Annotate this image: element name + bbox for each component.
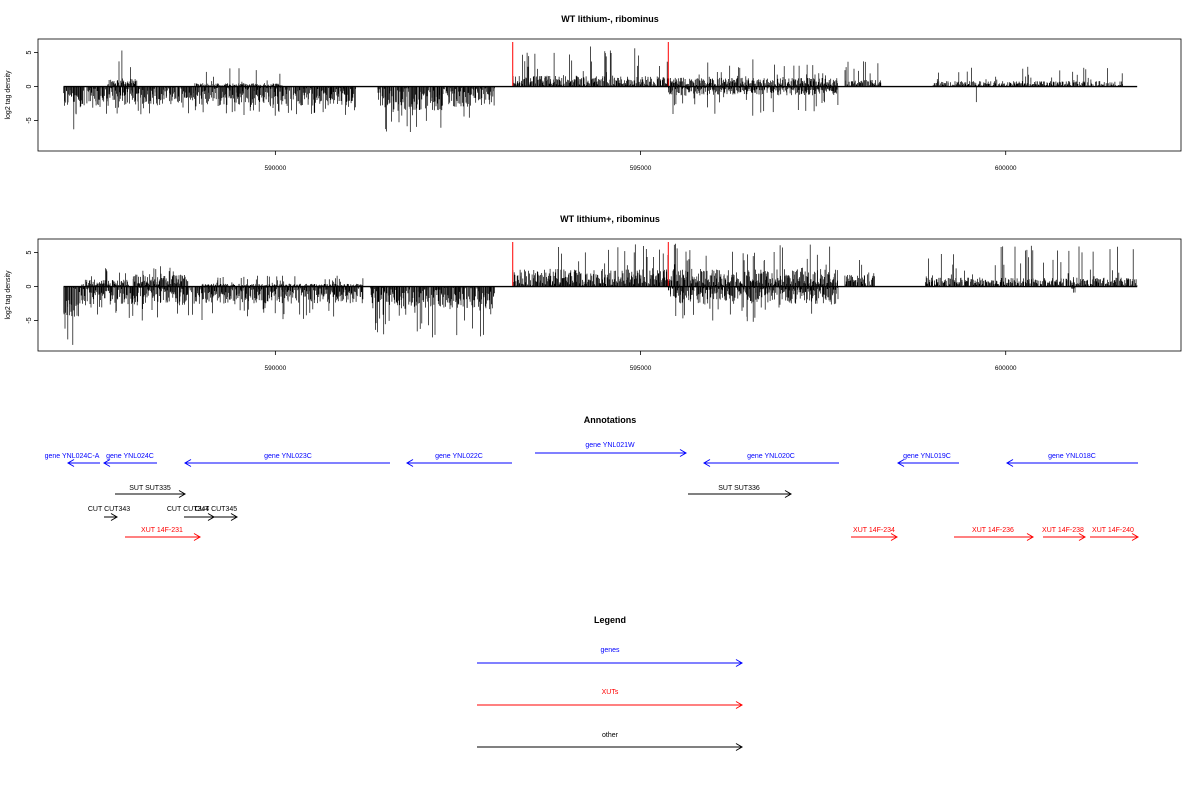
y-tick-label: 5 [26,251,33,255]
x-tick-label: 600000 [995,365,1017,372]
arrow-head [897,459,905,467]
other-feature-label: CUT CUT344 [167,506,209,513]
xut-arrow [851,533,898,541]
gene-arrow [703,459,839,467]
arrow-head [1006,459,1014,467]
y-tick-label: 0 [26,284,33,288]
annotations-panel: Annotations gene YNL024C-A gene YNL024C ge… [45,415,1139,541]
y-tick-label: 0 [26,84,33,88]
gene-arrow [184,459,390,467]
xut-label: XUT 14F-240 [1092,527,1134,534]
x-tick-label: 595000 [630,165,652,172]
gene-arrow [1006,459,1138,467]
legend-items: genes XUTs other [477,647,743,751]
arrow-head [1078,533,1086,541]
gene-arrow [535,449,687,457]
arrow-head [184,459,192,467]
other-feature-label: CUT CUT343 [88,506,130,513]
markers-layer [512,42,669,87]
x-tick-label: 590000 [265,365,287,372]
other-feature-label: SUT SUT336 [718,485,760,492]
arrow-head [735,743,743,751]
annotations-title: Annotations [584,415,637,425]
gene-arrow [103,459,157,467]
legend-arrow-other [477,743,743,751]
annotation-arrows: gene YNL024C-A gene YNL024C gene YNL023C ge… [45,442,1139,541]
other-feature-arrow [104,513,118,521]
bars-layer [63,46,1123,132]
arrow-head [103,459,111,467]
gene-label: gene YNL019C [903,453,951,460]
gene-label: gene YNL021W [585,442,635,449]
arrow-head [1131,533,1139,541]
plot-title: WT lithium+, ribominus [560,214,660,224]
gene-label: gene YNL024C [106,453,154,460]
y-tick-label: -5 [26,317,33,323]
legend-arrow-gene [477,659,743,667]
gene-label: gene YNL022C [435,453,483,460]
gene-label: gene YNL023C [264,453,312,460]
x-tick-label: 590000 [265,165,287,172]
gene-label: gene YNL020C [747,453,795,460]
arrow-head [193,533,201,541]
legend-arrow-xut [477,701,743,709]
plot-title: WT lithium-, ribominus [561,14,659,24]
arrow-head [679,449,687,457]
other-feature-label: CUT CUT345 [195,506,237,513]
other-feature-arrow [115,490,186,498]
y-tick-label: -5 [26,117,33,123]
xut-arrow [954,533,1034,541]
gene-arrow [406,459,512,467]
arrow-head [110,513,118,521]
gene-arrow [67,459,100,467]
y-axis: -5 0 5 [26,51,39,124]
legend-panel: Legend genes XUTs other [477,615,743,751]
gene-label: gene YNL024C-A [45,453,100,460]
xut-label: XUT 14F-236 [972,527,1014,534]
other-feature-arrow [688,490,792,498]
gene-label: gene YNL018C [1048,453,1096,460]
other-feature-arrow [188,513,238,521]
arrow-head [178,490,186,498]
legend-label-gene: genes [600,647,620,654]
legend-label-xut: XUTs [602,689,619,696]
plot-frame [37,238,1182,352]
xut-arrow [125,533,201,541]
y-axis-label: log2 tag density [5,70,12,120]
xut-label: XUT 14F-234 [853,527,895,534]
y-tick-label: 5 [26,51,33,55]
x-tick-label: 600000 [995,165,1017,172]
arrow-head [1026,533,1034,541]
other-feature-label: SUT SUT335 [129,485,171,492]
density-plot-lithium-plus: WT lithium+, ribominus -5 0 5 590000 595000… [5,214,1182,372]
arrow-head [67,459,75,467]
markers-layer [512,242,669,287]
arrow-head [703,459,711,467]
density-plot-lithium-minus: WT lithium-, ribominus -5 0 5 590000 595000… [5,14,1182,172]
legend-title: Legend [594,615,626,625]
xut-arrow [1090,533,1139,541]
arrow-head [735,701,743,709]
arrow-head [784,490,792,498]
arrow-head [230,513,238,521]
x-axis: 590000 595000 600000 [265,351,1017,372]
xut-label: XUT 14F-238 [1042,527,1084,534]
xut-arrow [1043,533,1086,541]
legend-label-other: other [602,732,619,739]
bars-layer [63,243,1138,345]
xut-label: XUT 14F-231 [141,527,183,534]
x-tick-label: 595000 [630,365,652,372]
x-axis: 590000 595000 600000 [265,151,1017,172]
gene-arrow [897,459,959,467]
arrow-head [890,533,898,541]
y-axis-label: log2 tag density [5,270,12,320]
y-axis: -5 0 5 [26,251,39,324]
arrow-head [735,659,743,667]
arrow-head [406,459,414,467]
